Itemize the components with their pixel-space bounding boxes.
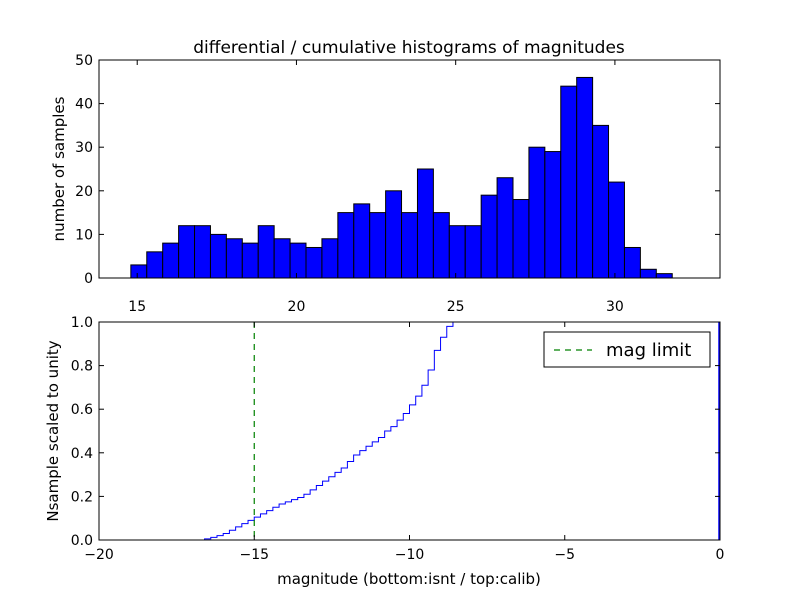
histogram-bar — [528, 146, 546, 279]
histogram-axes-frame — [98, 59, 721, 279]
histogram-bar — [448, 225, 466, 279]
histogram-bar — [162, 242, 180, 279]
histogram-bar — [369, 212, 387, 279]
cumulative-xticks: −20 −15 −10 −5 0 — [84, 322, 724, 563]
histogram-ytick-label: 50 — [75, 53, 93, 69]
histogram-bar — [225, 238, 243, 279]
legend-label: mag limit — [606, 340, 691, 361]
cumulative-xtick-label: −15 — [239, 547, 269, 563]
histogram-ytick-label: 40 — [75, 97, 93, 113]
histogram-bar — [608, 181, 625, 279]
histogram-yticks: 0 10 20 30 40 50 — [75, 53, 720, 287]
cumulative-xtick-label: −10 — [395, 547, 425, 563]
histogram-bar — [257, 225, 275, 279]
histogram-bar — [241, 242, 259, 279]
histogram-bar — [401, 212, 418, 279]
legend-box — [543, 331, 711, 368]
histogram-ytick-label: 10 — [75, 227, 93, 243]
histogram-ytick-label: 0 — [84, 271, 93, 287]
histogram-ytick-label: 20 — [75, 184, 93, 200]
histogram-bar — [544, 151, 562, 279]
histogram-xtick-label: 25 — [447, 299, 465, 315]
histogram-title: differential / cumulative histograms of … — [193, 38, 625, 58]
histogram-bar — [560, 85, 578, 279]
histogram-bars — [130, 76, 673, 279]
histogram-ytick-label: 30 — [75, 140, 93, 156]
histogram-ylabel: number of samples — [50, 96, 68, 241]
cumulative-ytick-label: 0.2 — [71, 489, 93, 505]
histogram-bar — [353, 203, 371, 279]
cumulative-ylabel: Nsample scaled to unity — [44, 340, 62, 521]
cumulative-ytick-label: 0.8 — [71, 359, 93, 375]
histogram-bar — [321, 238, 339, 279]
cumulative-xlabel: magnitude (bottom:isnt / top:calib) — [277, 570, 541, 588]
histogram-bar — [305, 246, 323, 279]
histogram-bar — [496, 177, 514, 279]
histogram-bar — [130, 264, 148, 279]
cumulative-panel: Nsample scaled to unity magnitude (botto… — [44, 315, 724, 588]
histogram-bar — [146, 251, 164, 279]
histogram-xticks: 15 20 25 30 — [128, 60, 624, 315]
histogram-bar — [464, 225, 482, 279]
histogram-bar — [209, 233, 227, 279]
histogram-bar — [337, 212, 355, 279]
cumulative-step-line — [99, 321, 720, 541]
histogram-bar — [178, 225, 196, 279]
histogram-bar — [576, 76, 594, 279]
histogram-panel: differential / cumulative histograms of … — [50, 38, 721, 315]
cumulative-yticks: 0.0 0.2 0.4 0.6 0.8 1.0 — [71, 315, 720, 549]
histogram-bar — [639, 268, 657, 279]
histogram-xtick-label: 30 — [606, 299, 624, 315]
histogram-bar — [194, 225, 211, 279]
histogram-bar — [416, 168, 434, 279]
histogram-xtick-label: 20 — [288, 299, 306, 315]
legend: mag limit — [543, 331, 711, 368]
histogram-bar — [512, 199, 530, 279]
cumulative-xtick-label: −20 — [84, 547, 114, 563]
histogram-bar — [385, 190, 403, 279]
cumulative-ytick-label: 1.0 — [71, 315, 93, 331]
histogram-bar — [273, 238, 291, 279]
histogram-bar — [592, 124, 610, 279]
histogram-bar — [289, 242, 307, 279]
cumulative-ytick-label: 0.0 — [71, 533, 93, 549]
cumulative-xtick-label: 0 — [716, 547, 725, 563]
histogram-xtick-label: 15 — [128, 299, 146, 315]
histogram-bar — [480, 194, 498, 279]
cumulative-ytick-label: 0.4 — [71, 446, 93, 462]
cumulative-ytick-label: 0.6 — [71, 402, 93, 418]
cumulative-xtick-label: −5 — [554, 547, 575, 563]
histogram-bar — [623, 246, 641, 279]
histogram-bar — [432, 212, 450, 279]
histogram-bar — [655, 273, 673, 279]
